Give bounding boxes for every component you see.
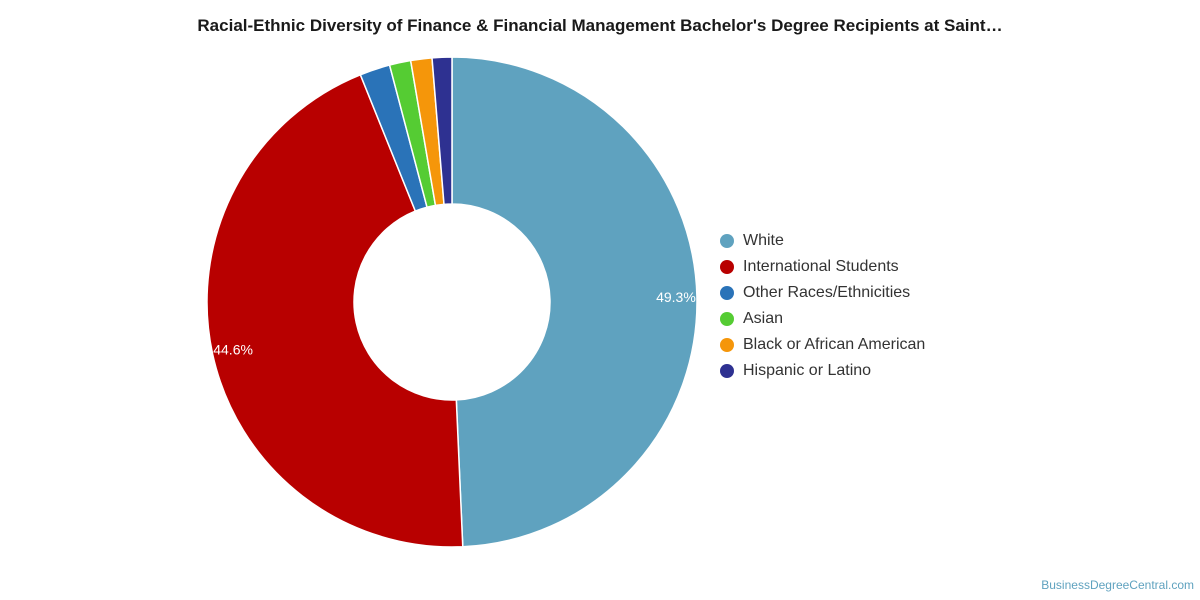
- legend-swatch: [720, 338, 734, 352]
- legend-label: Black or African American: [743, 336, 926, 353]
- legend-item-white[interactable]: White: [720, 228, 925, 254]
- legend-item-other-races-ethnicities[interactable]: Other Races/Ethnicities: [720, 280, 925, 306]
- legend-label: International Students: [743, 258, 899, 275]
- data-labels: 49.3% 44.6%: [213, 289, 696, 357]
- legend-swatch: [720, 234, 734, 248]
- legend-label: Other Races/Ethnicities: [743, 284, 911, 301]
- legend-swatch: [720, 312, 734, 326]
- donut-slices: [206, 56, 698, 548]
- slice-hispanic-or-latino[interactable]: [431, 56, 453, 206]
- slice-white[interactable]: [451, 56, 698, 548]
- legend-item-hispanic-or-latino[interactable]: Hispanic or Latino: [720, 358, 925, 384]
- legend-label: Asian: [743, 310, 784, 327]
- data-label-international-students: 44.6%: [213, 341, 253, 357]
- legend-label: Hispanic or Latino: [743, 362, 872, 379]
- legend-swatch: [720, 260, 734, 274]
- legend-item-international-students[interactable]: International Students: [720, 254, 925, 280]
- legend-item-black-or-african-american[interactable]: Black or African American: [720, 332, 925, 358]
- chart-title: Racial-Ethnic Diversity of Finance & Fin…: [197, 16, 1003, 35]
- site-credit[interactable]: BusinessDegreeCentral.com: [1041, 578, 1194, 592]
- legend-item-asian[interactable]: Asian: [720, 306, 925, 332]
- legend-label: White: [743, 232, 784, 249]
- data-label-white: 49.3%: [656, 289, 696, 305]
- legend-swatch: [720, 364, 734, 378]
- chart-legend: White International Students Other Races/E…: [720, 228, 925, 384]
- slice-international-students[interactable]: [206, 73, 464, 548]
- legend-swatch: [720, 286, 734, 300]
